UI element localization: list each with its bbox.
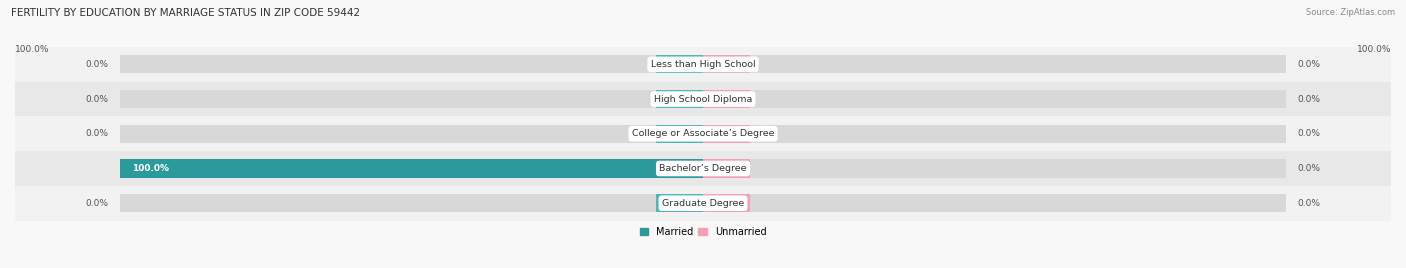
Bar	[0, 186, 1406, 221]
Text: 100.0%: 100.0%	[132, 164, 169, 173]
Text: 0.0%: 0.0%	[86, 199, 108, 208]
Text: 0.0%: 0.0%	[86, 95, 108, 103]
Text: 0.0%: 0.0%	[1298, 164, 1320, 173]
Bar	[657, 90, 703, 108]
Bar	[120, 55, 703, 73]
Bar	[703, 55, 749, 73]
Text: 100.0%: 100.0%	[15, 45, 49, 54]
Text: High School Diploma: High School Diploma	[654, 95, 752, 103]
Bar	[657, 55, 703, 73]
Text: 0.0%: 0.0%	[1298, 95, 1320, 103]
Bar	[703, 159, 749, 177]
Bar	[120, 90, 703, 108]
Bar	[703, 90, 1286, 108]
Bar	[0, 47, 1406, 82]
Text: 0.0%: 0.0%	[1298, 60, 1320, 69]
Bar	[703, 125, 1286, 143]
Bar	[120, 159, 703, 177]
Text: Bachelor’s Degree: Bachelor’s Degree	[659, 164, 747, 173]
Bar	[657, 194, 703, 212]
Bar	[0, 151, 1406, 186]
Text: Source: ZipAtlas.com: Source: ZipAtlas.com	[1306, 8, 1395, 17]
Text: 0.0%: 0.0%	[1298, 199, 1320, 208]
Text: 100.0%: 100.0%	[1357, 45, 1391, 54]
Bar	[703, 125, 749, 143]
Bar	[657, 125, 703, 143]
Bar	[703, 194, 1286, 212]
Bar	[120, 194, 703, 212]
Bar	[120, 159, 703, 177]
Bar	[0, 82, 1406, 116]
Text: FERTILITY BY EDUCATION BY MARRIAGE STATUS IN ZIP CODE 59442: FERTILITY BY EDUCATION BY MARRIAGE STATU…	[11, 8, 360, 18]
Text: Less than High School: Less than High School	[651, 60, 755, 69]
Bar	[703, 159, 1286, 177]
Bar	[120, 125, 703, 143]
Text: 0.0%: 0.0%	[86, 129, 108, 138]
Text: College or Associate’s Degree: College or Associate’s Degree	[631, 129, 775, 138]
Text: 0.0%: 0.0%	[86, 60, 108, 69]
Text: Graduate Degree: Graduate Degree	[662, 199, 744, 208]
Text: 0.0%: 0.0%	[1298, 129, 1320, 138]
Bar	[0, 116, 1406, 151]
Bar	[703, 90, 749, 108]
Bar	[703, 194, 749, 212]
Legend: Married, Unmarried: Married, Unmarried	[636, 223, 770, 240]
Bar	[703, 55, 1286, 73]
